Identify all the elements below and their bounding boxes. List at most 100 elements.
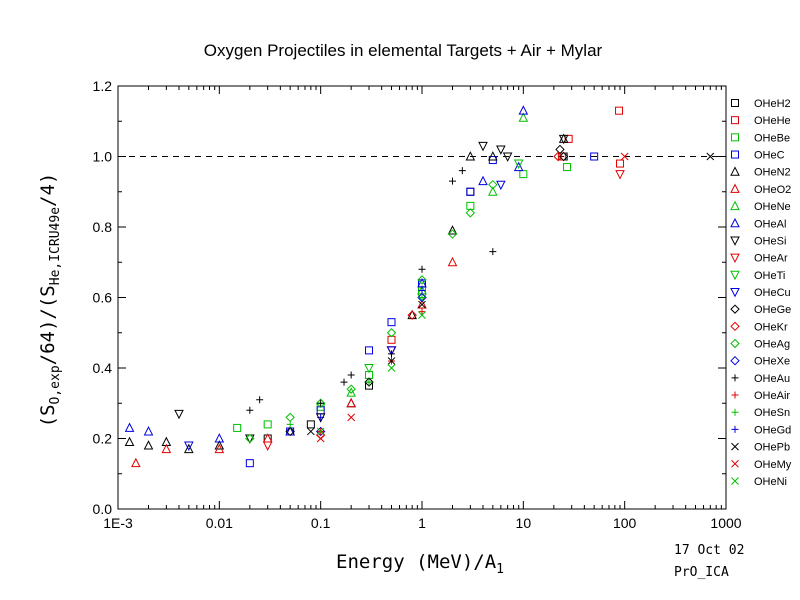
data-point-oheag (245, 433, 255, 444)
legend-marker-ohen2 (730, 166, 740, 176)
data-point-oheh2 (306, 420, 315, 429)
data-point-ohege (364, 377, 374, 387)
data-point-ohecu (496, 180, 506, 191)
x-tick-label: 1000 (710, 515, 741, 531)
legend-label-ohekr: OHeKr (754, 321, 788, 333)
data-point-oheag (488, 179, 498, 190)
y-tick-label: 0.6 (93, 290, 113, 306)
data-point-oheo2 (447, 256, 458, 267)
legend-marker-oheti (730, 270, 740, 281)
data-point-oheag (285, 412, 295, 423)
chart-title: Oxygen Projectiles in elemental Targets … (204, 41, 603, 60)
data-point-ohebe (563, 163, 572, 172)
legend-marker-oheair (731, 391, 739, 399)
data-point-ohexe (315, 426, 326, 437)
x-tick-label: 0.1 (311, 515, 331, 531)
data-point-oheag (465, 208, 476, 218)
legend-marker-oheal (730, 217, 740, 228)
legend-marker-oheni (731, 477, 739, 485)
legend-label-oheni: OHeNi (754, 476, 787, 488)
legend-label-ohepb: OHePb (754, 442, 790, 454)
data-point-ohen2 (447, 225, 458, 235)
footer-code: PrO_ICA (674, 565, 729, 580)
legend-label-ohear: OHeAr (754, 253, 788, 265)
data-point-oheau (418, 265, 426, 273)
data-point-ohehe (616, 159, 625, 168)
data-point-ohesi (478, 141, 488, 152)
data-point-ohesi (245, 434, 255, 444)
data-point-ohen2 (184, 443, 194, 454)
data-point-ohebe (233, 423, 242, 432)
legend-label-ohene: OHeNe (754, 201, 791, 213)
data-point-ohehe (557, 152, 566, 161)
legend-label-oheau: OHeAu (754, 373, 790, 385)
data-point-ohebe (263, 420, 272, 429)
data-point-ohepb (706, 152, 715, 161)
data-point-oheal (478, 175, 488, 186)
data-point-ohec (466, 187, 475, 196)
data-point-oheti (513, 159, 524, 169)
legend-label-ohege: OHeGe (754, 304, 791, 316)
legend-marker-ohegd (731, 425, 739, 433)
data-point-oheal (518, 105, 529, 115)
data-point-ohesi (174, 409, 184, 420)
data-point-ohene (346, 387, 356, 397)
data-point-ohemy (316, 434, 325, 443)
data-point-oheni (316, 427, 325, 436)
data-point-ohepb (418, 300, 426, 309)
legend-marker-oheag (730, 338, 740, 349)
legend: OHeH2 OHeHe OHeBe OHeC OHeN2 OHeO2 OHeNe OHeAl O… (730, 98, 792, 488)
legend-marker-ohear (730, 253, 740, 264)
legend-marker-oheh2 (731, 99, 739, 107)
legend-label-ohexe: OHeXe (754, 356, 790, 368)
data-point-ohesn (286, 420, 294, 428)
data-point-oheo2 (161, 443, 172, 454)
data-point-ohene (488, 186, 498, 196)
data-point-oheal (417, 278, 427, 288)
x-axis-label: Energy (MeV)/A1 (336, 551, 504, 577)
x-tick-label: 100 (613, 515, 637, 531)
data-point-oheair (418, 308, 426, 316)
legend-marker-ohehe (731, 116, 739, 125)
data-point-ohege (285, 426, 295, 437)
y-tick-label: 0.8 (93, 219, 113, 235)
legend-label-oheh2: OHeH2 (754, 98, 791, 110)
data-point-ohen2 (143, 440, 154, 450)
x-tick-label: 0.01 (206, 515, 233, 531)
data-point-ohecu (184, 441, 194, 451)
data-point-ohexe (417, 292, 427, 303)
data-point-ohepb (306, 427, 315, 436)
data-point-oheau (458, 167, 466, 175)
data-point-oheo2 (346, 397, 356, 408)
data-point-oheal (214, 433, 225, 443)
legend-label-oheair: OHeAir (754, 390, 790, 402)
legend-label-ohen2: OHeN2 (754, 167, 791, 179)
data-point-ohec (245, 459, 254, 468)
data-point-oheti (364, 364, 374, 374)
plot-area: 1E-3 0.01 0.1 1 10 100 1000 0.0 0.2 0.4 0.6 0.8 1.0 1… (93, 78, 742, 531)
data-point-oheau (387, 350, 395, 358)
data-point-oheo2 (131, 457, 141, 468)
data-point-ohegd (418, 286, 426, 294)
data-point-oheau (347, 371, 355, 379)
legend-label-ohec: OHeC (754, 150, 785, 162)
data-point-oheau (489, 248, 497, 256)
data-point-oheal (124, 422, 135, 432)
data-point-ohen2 (465, 151, 476, 161)
y-tick-label: 0.4 (93, 360, 113, 376)
footer-date: 17 Oct 02 (674, 543, 744, 558)
data-point-ohemy (620, 152, 629, 161)
y-tick-label: 0.2 (93, 431, 113, 447)
legend-label-ohebe: OHeBe (754, 132, 790, 144)
legend-marker-oheau (731, 374, 739, 382)
legend-label-ohesn: OHeSn (754, 407, 790, 419)
legend-marker-ohene (730, 200, 740, 211)
data-point-ohebe (519, 170, 528, 179)
data-point-ohehe (615, 106, 624, 115)
data-point-oheh2 (466, 187, 475, 196)
legend-marker-ohec (731, 150, 739, 159)
data-point-oheau (317, 399, 325, 407)
data-point-oheau (340, 378, 348, 386)
legend-marker-ohesn (731, 408, 739, 416)
